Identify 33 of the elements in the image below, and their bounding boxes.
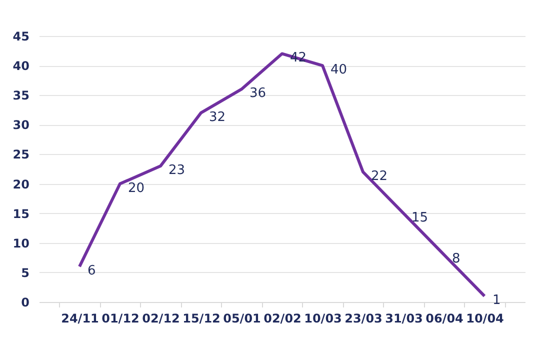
y-tick-label: 5 [21,266,30,280]
x-tick-label: 05/01 [223,312,261,326]
y-tick-label: 30 [12,118,30,132]
y-tick-label: 35 [12,88,30,103]
data-label: 1 [492,293,501,308]
x-tick-label: 31/03 [385,312,423,326]
data-label: 15 [412,210,428,226]
y-tick-label: 15 [12,206,30,221]
x-tick-label: 10/04 [466,312,504,326]
x-tick-label: 01/12 [102,312,140,326]
data-label: 8 [452,252,460,267]
data-label: 6 [88,264,96,279]
data-label: 22 [371,168,388,184]
data-label: 23 [168,163,186,178]
data-label: 20 [128,180,145,196]
x-tick-label: 24/11 [61,312,99,326]
y-tick-label: 25 [12,148,30,162]
y-tick-label: 10 [12,236,30,250]
x-tick-label: 23/03 [344,312,382,326]
data-label: 42 [290,50,307,66]
x-tick-label: 10/03 [304,312,342,326]
y-tick-label: 0 [21,296,30,310]
x-tick-label: 06/04 [426,312,464,326]
data-label: 36 [250,86,266,102]
data-label: 40 [330,62,348,78]
x-tick-label: 02/02 [264,312,302,326]
x-tick-label: 02/12 [142,312,180,326]
y-tick-label: 20 [12,177,30,192]
x-tick-label: 15/12 [182,312,220,326]
y-tick-label: 45 [12,30,30,44]
data-label: 32 [209,110,226,125]
y-tick-label: 40 [12,59,30,74]
line-series [78,52,486,298]
